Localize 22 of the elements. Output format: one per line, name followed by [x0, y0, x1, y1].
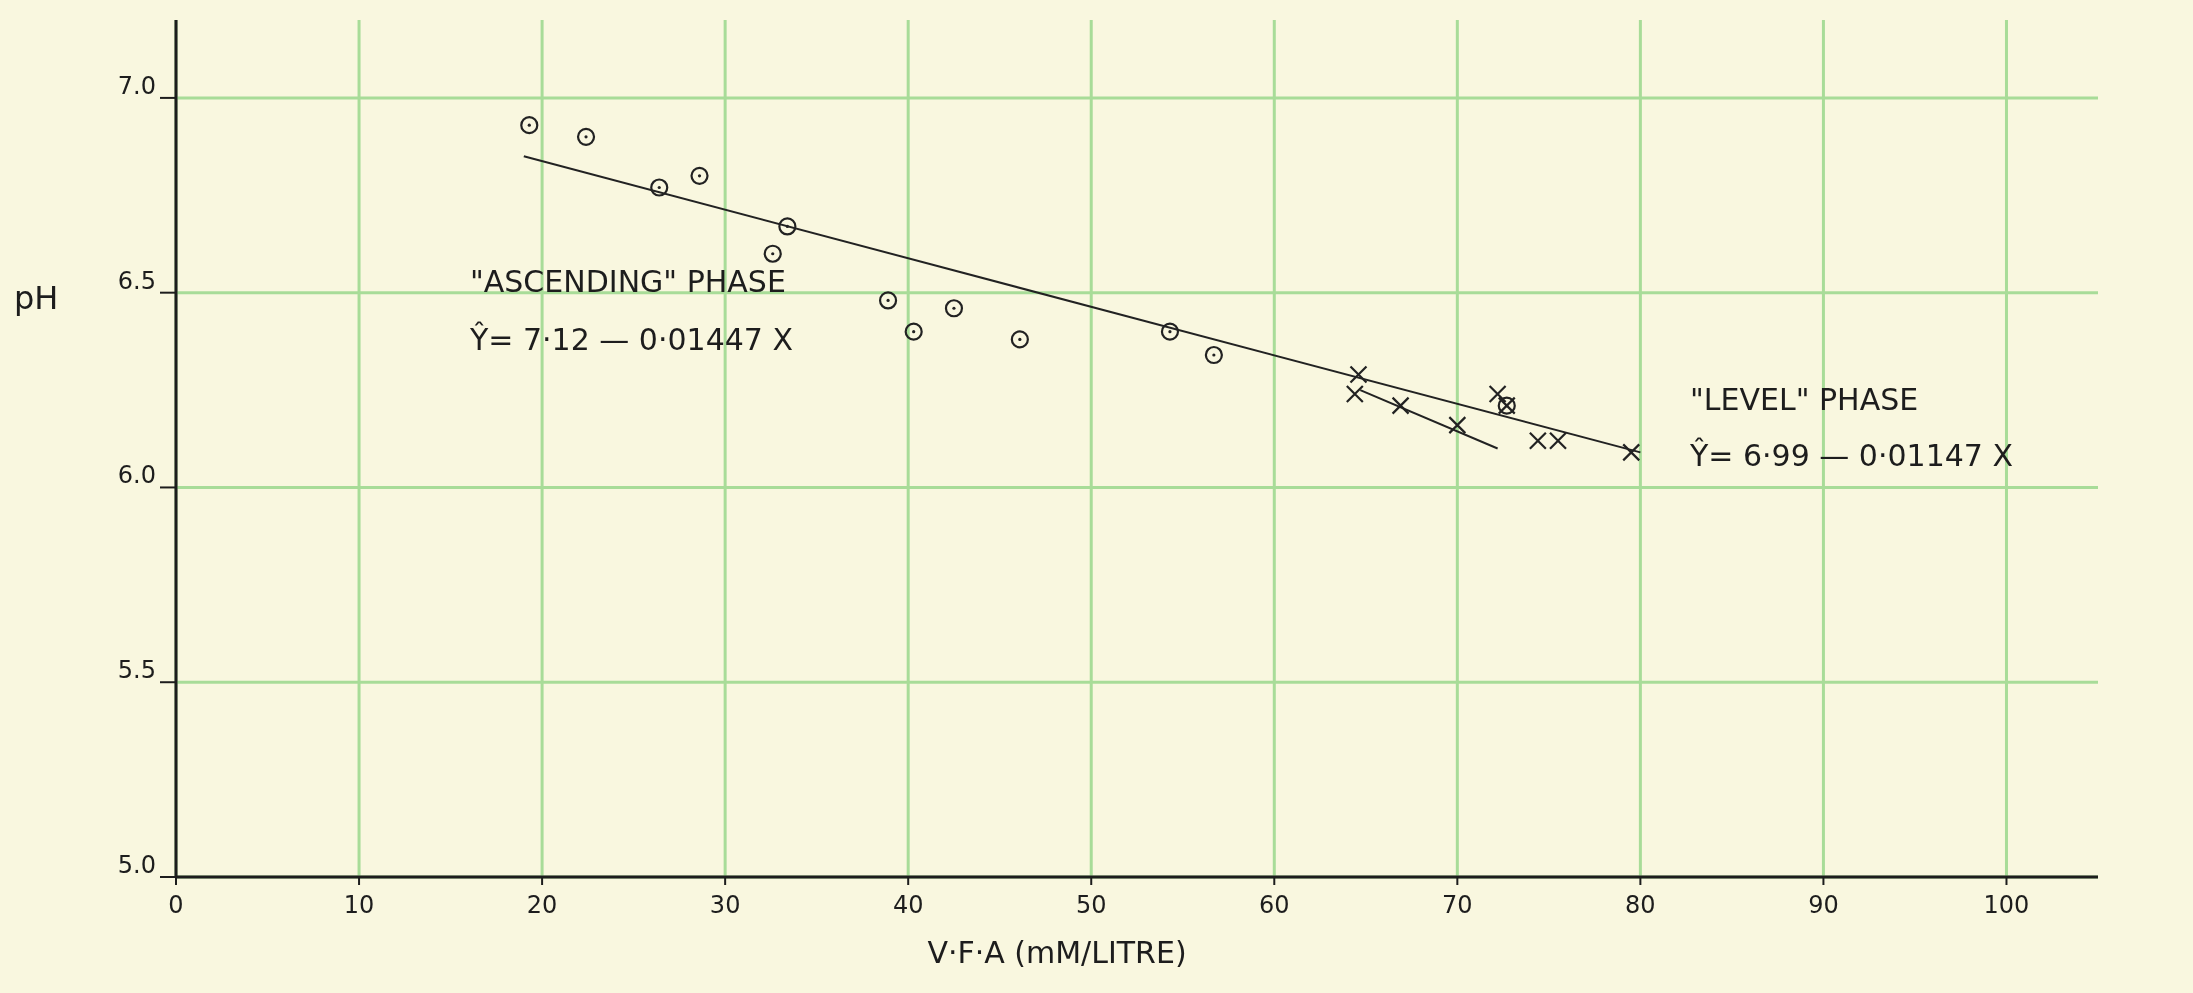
annotation: "ASCENDING" PHASE — [470, 264, 786, 299]
y-tick-label: 6.5 — [117, 266, 156, 295]
x-tick-label: 10 — [343, 891, 375, 919]
y-tick-label: 5.0 — [117, 851, 156, 879]
x-tick-label: 60 — [1259, 891, 1290, 919]
x-tick-label: 30 — [709, 891, 741, 919]
x-tick-label: 0 — [168, 891, 184, 919]
y-tick-label: 6.0 — [117, 461, 156, 490]
x-axis-title: V·F·A (mM/LITRE) — [927, 935, 1187, 970]
annotation: Ŷ= 7·12 — 0·01447 X — [469, 321, 794, 357]
x-tick-label: 90 — [1808, 891, 1839, 919]
x-tick-label: 20 — [526, 891, 558, 919]
x-tick-label: 40 — [892, 891, 924, 919]
annotation: Ŷ= 6·99 — 0·01147 X — [1689, 437, 2014, 473]
y-tick-label: 7.0 — [117, 71, 156, 100]
y-axis-title: pH — [14, 278, 59, 317]
x-tick-label: 70 — [1442, 891, 1473, 919]
x-tick-label: 100 — [1983, 891, 2030, 919]
y-tick-label: 5.5 — [117, 656, 156, 685]
annotation: "LEVEL" PHASE — [1690, 382, 1919, 417]
x-tick-label: 80 — [1625, 891, 1656, 919]
x-tick-label: 50 — [1075, 891, 1107, 919]
